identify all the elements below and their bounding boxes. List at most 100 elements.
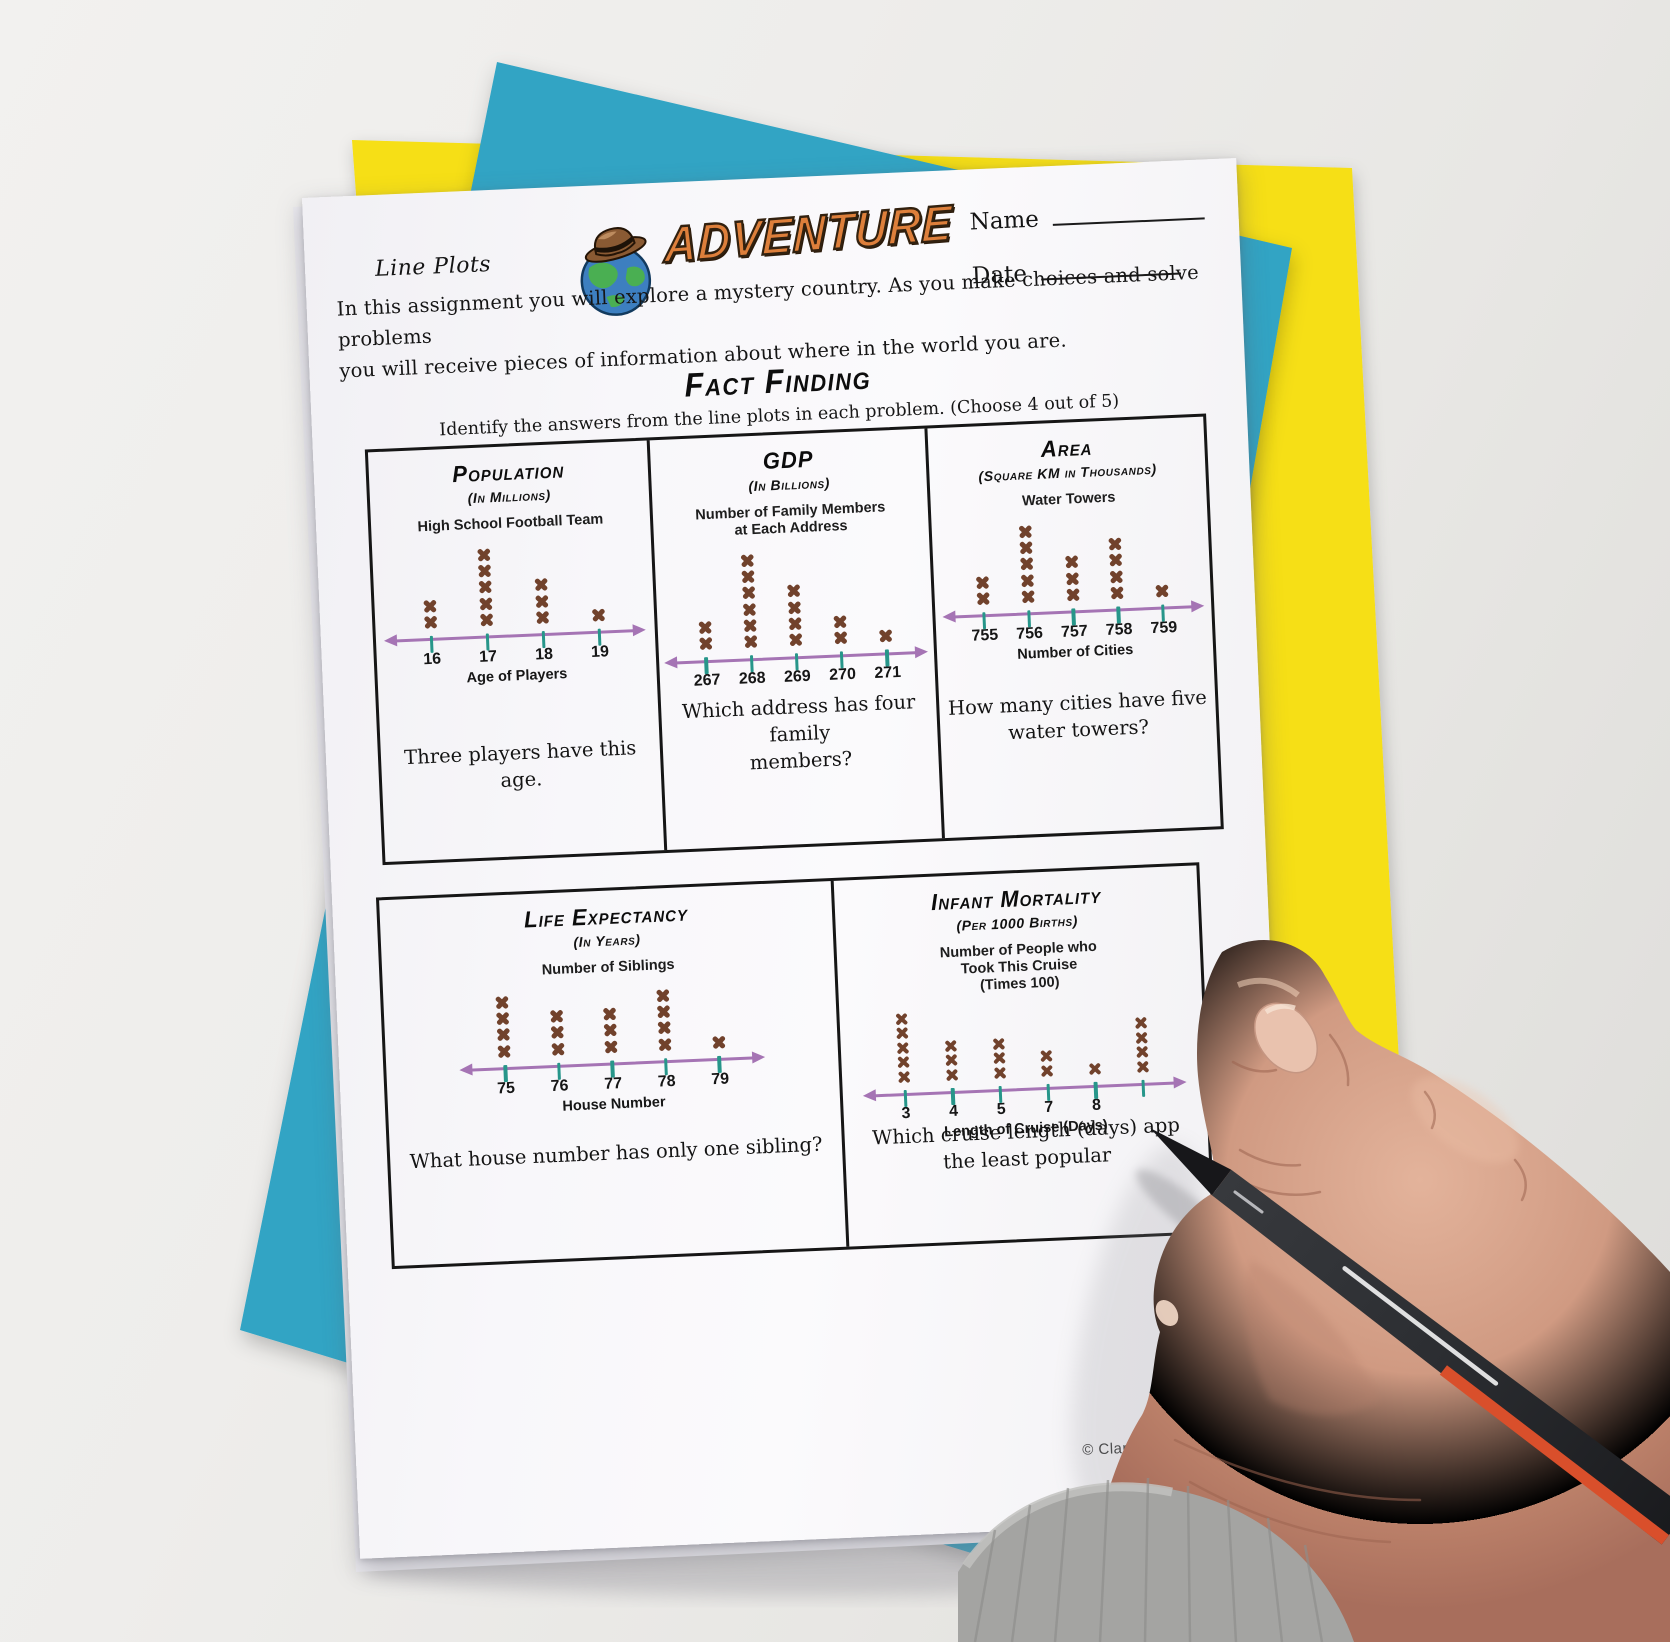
tick-column bbox=[639, 1048, 694, 1076]
axis-tick bbox=[597, 628, 602, 646]
x-mark bbox=[740, 553, 755, 568]
x-stacks bbox=[383, 535, 642, 632]
axis-tick bbox=[704, 657, 709, 675]
x-mark bbox=[833, 614, 848, 629]
x-stack-column bbox=[1049, 553, 1096, 603]
tick-column bbox=[1006, 600, 1052, 628]
x-mark bbox=[1020, 573, 1035, 588]
problem-panel-gdp: GDP (In Billions) Number of Family Members… bbox=[646, 428, 943, 851]
line-plot: 755 756 757 758 759 bbox=[942, 511, 1205, 647]
x-mark bbox=[478, 580, 493, 595]
tick-column bbox=[976, 1076, 1025, 1104]
panel-question: What house number has only one sibling? bbox=[390, 1131, 843, 1177]
problem-panel-area: Area (Square KM in Thousands) Water Towers… bbox=[924, 416, 1221, 839]
x-mark bbox=[478, 596, 493, 611]
x-mark bbox=[1109, 569, 1124, 584]
axis-arrow-left bbox=[862, 1088, 876, 1102]
panel-question: How many cities have five water towers? bbox=[939, 684, 1217, 750]
x-stack-column bbox=[1093, 535, 1141, 602]
x-mark bbox=[476, 547, 491, 562]
axis-tick bbox=[503, 1064, 508, 1083]
x-mark bbox=[1134, 1016, 1148, 1030]
axis-tick bbox=[485, 633, 490, 651]
x-mark bbox=[787, 600, 802, 615]
axis-tick bbox=[556, 1062, 562, 1080]
x-mark bbox=[657, 1020, 672, 1035]
tick-column bbox=[819, 642, 865, 670]
x-mark bbox=[495, 995, 510, 1010]
tick-column bbox=[1051, 599, 1097, 627]
x-mark bbox=[603, 1006, 618, 1022]
axis-arrow-right bbox=[1172, 1075, 1187, 1089]
chart-title-line: Water Towers bbox=[1021, 489, 1116, 510]
globe-fedora-icon bbox=[580, 227, 652, 316]
x-mark bbox=[697, 620, 712, 635]
worksheet-page: Line Plots ADVENTURE Name Date In this a… bbox=[302, 158, 1295, 1559]
x-mark bbox=[550, 1025, 565, 1040]
copyright-text: © Clark bbox=[1081, 1439, 1137, 1459]
x-stack-column bbox=[1117, 1015, 1167, 1075]
axis-tick bbox=[982, 612, 987, 630]
x-mark bbox=[1064, 554, 1079, 570]
x-mark bbox=[1109, 553, 1124, 568]
x-stack-column bbox=[1003, 523, 1051, 606]
x-mark bbox=[786, 583, 801, 599]
tick-column bbox=[403, 626, 460, 654]
tick-column bbox=[1119, 1070, 1168, 1098]
x-mark bbox=[496, 1027, 511, 1042]
tick-column bbox=[531, 1053, 586, 1081]
chart-title-line: High School Football Team bbox=[417, 511, 604, 536]
x-stacks bbox=[942, 511, 1201, 608]
axis-tick bbox=[950, 1088, 956, 1106]
line-plot: 267 268 269 270 271 bbox=[663, 540, 929, 692]
axis-tick bbox=[1026, 610, 1032, 628]
problems-grid-bottom: Life Expectancy (In Years) Number of Sibli… bbox=[375, 862, 1216, 1270]
name-label: Name bbox=[969, 206, 1040, 236]
chart-title: Number of People who Took This Cruise (Tim… bbox=[837, 934, 1202, 1001]
chart-title: Number of Family Members at Each Address bbox=[652, 498, 929, 544]
x-stack-column bbox=[475, 993, 531, 1060]
x-mark bbox=[991, 1037, 1006, 1051]
x-mark bbox=[896, 1041, 910, 1055]
tick-column bbox=[773, 644, 819, 672]
axis-tick bbox=[749, 655, 754, 673]
x-mark bbox=[1108, 536, 1123, 552]
tick-column bbox=[692, 1046, 747, 1074]
x-stack-column bbox=[636, 986, 692, 1053]
x-stack-column bbox=[927, 1038, 976, 1084]
x-mark bbox=[944, 1053, 959, 1068]
line-plot: 16 17 18 19 bbox=[383, 535, 647, 671]
x-mark bbox=[741, 585, 756, 601]
x-mark bbox=[1134, 1031, 1148, 1045]
tick-column bbox=[928, 1078, 977, 1106]
axis-arrow-right bbox=[1191, 600, 1205, 613]
x-stack-column bbox=[529, 1007, 585, 1058]
x-mark bbox=[788, 616, 803, 631]
panel-question: Three players have this age. bbox=[381, 734, 662, 800]
logo-wordmark: ADVENTURE bbox=[662, 192, 954, 274]
chart-title-line: Number of Siblings bbox=[541, 956, 675, 979]
x-mark bbox=[534, 593, 549, 609]
tick-column bbox=[1095, 597, 1141, 625]
axis-arrow-right bbox=[751, 1051, 766, 1064]
axis-tick bbox=[839, 651, 845, 669]
name-blank-line[interactable] bbox=[1052, 197, 1206, 226]
x-mark bbox=[895, 1026, 910, 1040]
x-mark bbox=[742, 618, 758, 633]
axis-tick bbox=[1046, 1084, 1051, 1102]
x-mark bbox=[1065, 571, 1080, 586]
tick-column bbox=[1071, 1072, 1120, 1100]
x-stack-column bbox=[513, 575, 571, 626]
tick-column bbox=[571, 619, 628, 647]
tick-column bbox=[459, 623, 516, 651]
axis-tick bbox=[998, 1086, 1003, 1104]
axis-arrow-left bbox=[942, 610, 956, 624]
axis-tick bbox=[610, 1060, 615, 1078]
x-mark bbox=[1135, 1045, 1149, 1059]
x-stack-column bbox=[974, 1036, 1023, 1082]
axis-tick bbox=[1116, 606, 1121, 624]
tick-column bbox=[478, 1055, 533, 1083]
tick-column bbox=[864, 640, 910, 668]
axis-tick bbox=[794, 653, 799, 671]
tick-column bbox=[683, 648, 729, 676]
